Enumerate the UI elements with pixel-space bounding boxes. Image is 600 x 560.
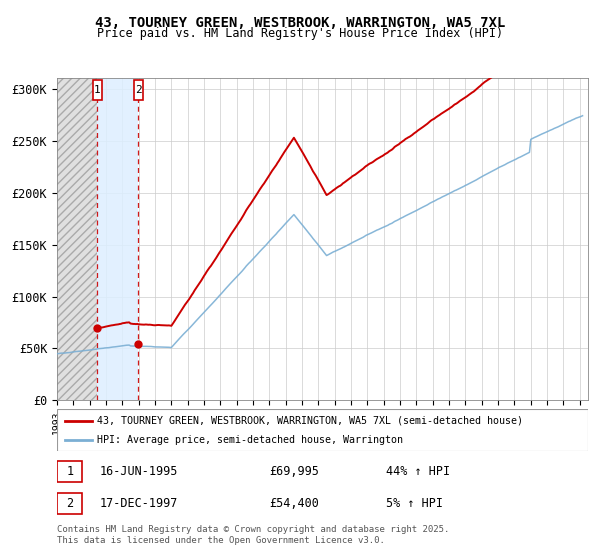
Text: 17-DEC-1997: 17-DEC-1997 <box>100 497 178 510</box>
Text: 44% ↑ HPI: 44% ↑ HPI <box>386 465 451 478</box>
Text: 2: 2 <box>66 497 73 510</box>
Text: 43, TOURNEY GREEN, WESTBROOK, WARRINGTON, WA5 7XL: 43, TOURNEY GREEN, WESTBROOK, WARRINGTON… <box>95 16 505 30</box>
Text: 2: 2 <box>134 85 142 95</box>
FancyBboxPatch shape <box>92 80 101 100</box>
Text: Contains HM Land Registry data © Crown copyright and database right 2025.
This d: Contains HM Land Registry data © Crown c… <box>57 525 449 545</box>
FancyBboxPatch shape <box>134 80 143 100</box>
Text: 1: 1 <box>94 85 101 95</box>
Bar <box>57 78 97 400</box>
FancyBboxPatch shape <box>57 409 588 451</box>
Text: 1: 1 <box>66 465 73 478</box>
FancyBboxPatch shape <box>57 461 82 482</box>
Text: 5% ↑ HPI: 5% ↑ HPI <box>386 497 443 510</box>
Text: 43, TOURNEY GREEN, WESTBROOK, WARRINGTON, WA5 7XL (semi-detached house): 43, TOURNEY GREEN, WESTBROOK, WARRINGTON… <box>97 416 523 426</box>
Text: HPI: Average price, semi-detached house, Warrington: HPI: Average price, semi-detached house,… <box>97 435 403 445</box>
FancyBboxPatch shape <box>57 493 82 514</box>
Text: Price paid vs. HM Land Registry's House Price Index (HPI): Price paid vs. HM Land Registry's House … <box>97 27 503 40</box>
Text: £54,400: £54,400 <box>269 497 319 510</box>
Bar <box>97 78 138 400</box>
Text: 16-JUN-1995: 16-JUN-1995 <box>100 465 178 478</box>
Text: £69,995: £69,995 <box>269 465 319 478</box>
